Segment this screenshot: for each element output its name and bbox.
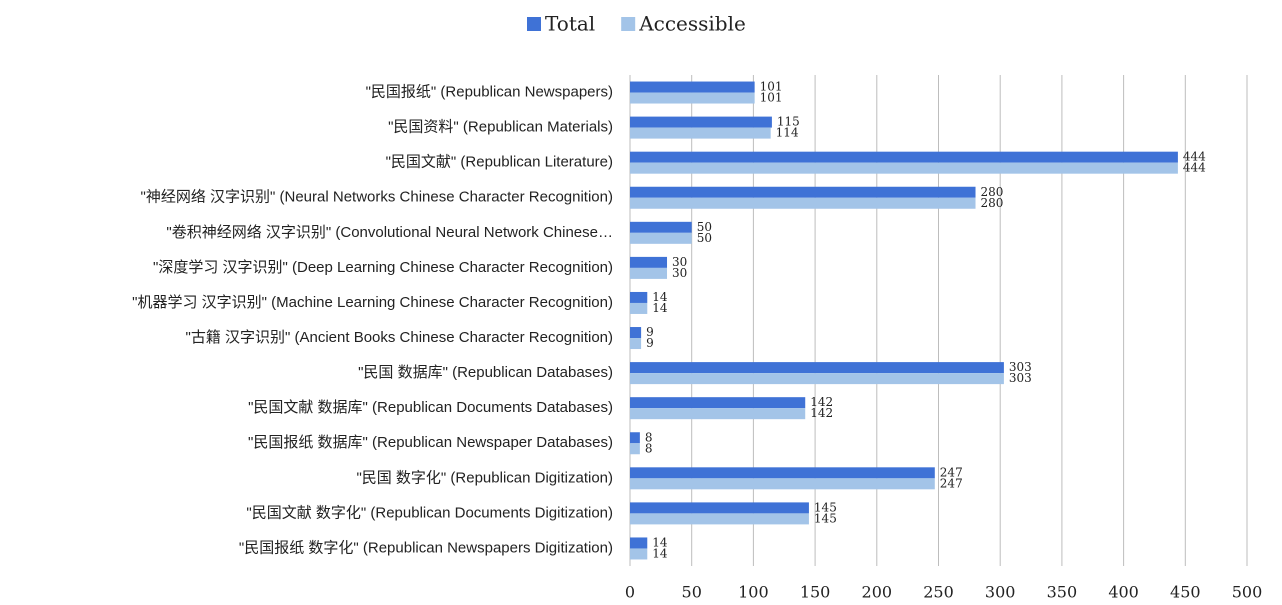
x-tick-label: 350 (1047, 583, 1078, 602)
y-tick-label: "机器学习 汉字识别" (Machine Learning Chinese Ch… (132, 294, 613, 311)
bar (630, 338, 642, 350)
value-label: 14 (652, 290, 668, 304)
value-label: 9 (646, 336, 654, 350)
x-tick-label: 0 (625, 583, 635, 602)
x-tick-label: 50 (682, 583, 702, 602)
bar (630, 162, 1178, 174)
x-tick-label: 250 (923, 583, 954, 602)
y-tick-label: "民国报纸 数字化" (Republican Newspapers Digiti… (239, 539, 613, 556)
bar (630, 537, 648, 549)
y-tick-label: "民国 数字化" (Republican Digitization) (356, 469, 613, 486)
bar (630, 151, 1178, 163)
bar (630, 467, 935, 479)
value-label: 30 (672, 266, 687, 280)
value-label: 14 (652, 535, 668, 549)
value-label: 444 (1183, 150, 1206, 164)
bar (630, 432, 640, 444)
y-tick-label: "民国 数据库" (Republican Databases) (358, 364, 613, 381)
bar (630, 548, 648, 560)
y-tick-label: "神经网络 汉字识别" (Neural Networks Chinese Cha… (141, 189, 613, 206)
value-label: 8 (645, 441, 653, 455)
value-label: 50 (697, 220, 712, 234)
bar (630, 81, 755, 93)
x-tick-label: 400 (1108, 583, 1139, 602)
value-label: 101 (760, 80, 783, 94)
value-label: 303 (1009, 360, 1032, 374)
value-label: 8 (645, 430, 653, 444)
bar (630, 397, 806, 409)
value-label: 142 (810, 395, 833, 409)
bar (630, 186, 976, 198)
value-label: 142 (810, 406, 833, 420)
value-label: 247 (940, 476, 963, 490)
x-tick-label: 300 (985, 583, 1016, 602)
bar (630, 256, 668, 268)
y-tick-label: "民国文献 数据库" (Republican Documents Databas… (248, 399, 613, 416)
legend-swatch (527, 17, 541, 31)
x-tick-label: 450 (1170, 583, 1201, 602)
value-label: 14 (652, 301, 668, 315)
value-label: 9 (646, 325, 654, 339)
bar (630, 362, 1004, 374)
y-tick-label: "古籍 汉字识别" (Ancient Books Chinese Charact… (186, 329, 613, 346)
y-tick-label: "民国报纸 数据库" (Republican Newspaper Databas… (248, 434, 613, 451)
bar (630, 291, 648, 303)
x-tick-label: 500 (1232, 583, 1263, 602)
bar (630, 267, 668, 279)
legend-swatch (621, 17, 636, 31)
value-label: 30 (672, 255, 687, 269)
y-tick-label: "民国报纸" (Republican Newspapers) (366, 84, 613, 101)
y-tick-label: "深度学习 汉字识别" (Deep Learning Chinese Chara… (153, 259, 613, 276)
y-tick-label: "民国文献 数字化" (Republican Documents Digitiz… (246, 504, 613, 521)
x-tick-label: 200 (862, 583, 893, 602)
bar (630, 116, 772, 128)
value-label: 444 (1183, 161, 1206, 175)
value-label: 50 (697, 231, 712, 245)
value-label: 115 (777, 115, 800, 129)
bar (630, 478, 935, 490)
bar (630, 408, 806, 420)
bar (630, 92, 755, 104)
bar (630, 513, 809, 525)
bar (630, 232, 692, 244)
bar (630, 373, 1004, 385)
value-label: 101 (760, 91, 783, 105)
value-label: 280 (981, 185, 1004, 199)
y-tick-label: "民国资料" (Republican Materials) (388, 119, 613, 136)
value-label: 14 (652, 546, 668, 560)
y-tick-label: "卷积神经网络 汉字识别" (Convolutional Neural Netw… (166, 224, 613, 241)
bar (630, 502, 809, 514)
bar (630, 127, 771, 139)
bar (630, 197, 976, 209)
value-label: 280 (981, 196, 1004, 210)
value-label: 145 (814, 500, 837, 514)
legend-label: Accessible (638, 12, 746, 36)
value-label: 114 (776, 126, 799, 140)
y-tick-label: "民国文献" (Republican Literature) (386, 154, 613, 171)
bar (630, 443, 640, 455)
value-label: 303 (1009, 371, 1032, 385)
bar (630, 327, 642, 339)
x-tick-label: 100 (738, 583, 769, 602)
value-label: 145 (814, 511, 837, 525)
value-label: 247 (940, 465, 963, 479)
bar (630, 221, 692, 233)
legend-label: Total (545, 12, 595, 36)
x-tick-label: 150 (800, 583, 831, 602)
bar (630, 302, 648, 314)
